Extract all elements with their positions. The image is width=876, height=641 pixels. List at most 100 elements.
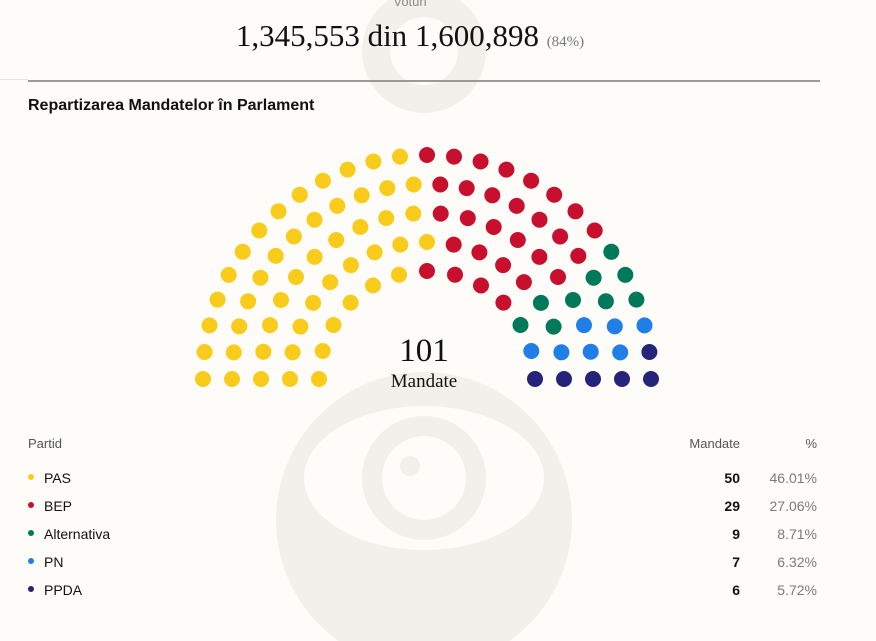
seat-bep xyxy=(432,205,449,222)
seat-pas xyxy=(366,244,383,261)
seat-bep xyxy=(495,257,512,274)
seat-pas xyxy=(291,186,308,203)
party-seats: 29 xyxy=(724,498,740,514)
seat-alternativa xyxy=(597,293,614,310)
seat-pn xyxy=(636,317,653,334)
seat-alternativa xyxy=(628,291,645,308)
seat-alternativa xyxy=(603,243,620,260)
party-percent: 5.72% xyxy=(777,582,817,598)
seat-pas xyxy=(405,205,422,222)
party-name: BEP xyxy=(44,498,73,514)
votes-percent: (84%) xyxy=(546,34,585,50)
votes-label: Voturi xyxy=(393,0,427,9)
seat-pas xyxy=(282,371,298,387)
seat-ppda xyxy=(643,371,659,387)
seat-pas xyxy=(352,219,369,235)
votes-summary: 1,345,553 din 1,600,898 (84%) xyxy=(0,18,820,54)
section-title: Repartizarea Mandatelor în Parlament xyxy=(28,97,315,114)
seat-pas xyxy=(273,292,289,308)
seat-bep xyxy=(498,161,515,178)
seat-bep xyxy=(550,269,566,285)
seat-pas xyxy=(419,234,435,250)
votes-total: 1,600,898 xyxy=(414,18,539,53)
seat-pas xyxy=(255,343,272,360)
seat-bep xyxy=(471,244,488,261)
seat-pas xyxy=(391,266,407,283)
seat-pas xyxy=(288,269,304,285)
seat-bep xyxy=(531,211,548,228)
party-percent: 8.71% xyxy=(777,526,817,542)
party-color-dot xyxy=(28,502,34,508)
seat-pas xyxy=(339,161,356,178)
seat-pas xyxy=(224,371,240,387)
seat-bep xyxy=(552,228,569,245)
party-seats: 7 xyxy=(732,554,740,570)
seat-bep xyxy=(508,197,525,214)
seat-pas xyxy=(306,211,323,228)
column-header-percent: % xyxy=(805,436,817,451)
votes-connector: din xyxy=(367,18,408,53)
party-name: PAS xyxy=(44,470,71,486)
seat-ppda xyxy=(527,371,543,387)
seat-alternativa xyxy=(532,294,549,311)
seat-bep xyxy=(459,210,476,227)
seat-bep xyxy=(432,176,449,193)
party-color-dot xyxy=(28,530,34,536)
seat-pas xyxy=(311,371,327,387)
seat-pas xyxy=(267,247,284,264)
column-header-party: Partid xyxy=(28,436,62,451)
seat-pas xyxy=(251,222,268,239)
seat-pas xyxy=(378,210,395,227)
total-seats: 101 xyxy=(399,333,449,369)
seat-pas xyxy=(328,232,345,248)
seat-pas xyxy=(405,176,422,193)
seat-pas xyxy=(252,269,269,286)
seat-pas xyxy=(306,248,323,265)
divider-faint xyxy=(0,79,28,80)
seat-pas xyxy=(292,318,309,335)
seat-pas xyxy=(353,187,370,204)
seat-pas xyxy=(342,294,359,311)
seat-alternativa xyxy=(512,317,529,333)
seat-bep xyxy=(447,266,463,283)
seat-pas xyxy=(220,266,237,283)
seat-pas xyxy=(234,243,251,260)
seat-bep xyxy=(419,263,435,279)
party-color-dot xyxy=(28,586,34,592)
party-name: PN xyxy=(44,554,64,570)
seat-pas xyxy=(284,344,301,361)
seat-ppda xyxy=(585,371,601,387)
divider xyxy=(28,80,820,82)
party-row: PAS 50 46.01% xyxy=(0,464,876,492)
party-name: Alternativa xyxy=(44,526,111,542)
party-row: PPDA 6 5.72% xyxy=(0,576,876,604)
party-row: Alternativa 9 8.71% xyxy=(0,520,876,548)
seat-ppda xyxy=(614,371,630,387)
seat-pas xyxy=(365,277,381,294)
party-name: PPDA xyxy=(44,582,83,598)
seat-pas xyxy=(240,293,257,310)
seat-bep xyxy=(473,277,489,294)
seat-pn xyxy=(553,344,570,361)
party-percent: 6.32% xyxy=(777,554,817,570)
seat-bep xyxy=(546,186,563,203)
seat-pas xyxy=(314,343,331,359)
seat-bep xyxy=(570,247,587,264)
seat-alternativa xyxy=(565,292,581,308)
seat-pn xyxy=(582,343,599,360)
seat-pas xyxy=(209,291,226,308)
seat-pas xyxy=(342,257,359,274)
seat-pn xyxy=(576,317,592,334)
seat-pn xyxy=(612,344,629,361)
seat-pas xyxy=(325,317,342,333)
seat-ppda xyxy=(641,344,658,360)
votes-counted: 1,345,553 xyxy=(235,18,360,53)
seat-bep xyxy=(567,203,584,220)
seat-bep xyxy=(446,148,462,165)
seat-pas xyxy=(392,236,409,253)
seat-bep xyxy=(523,172,540,189)
seat-bep xyxy=(586,222,603,239)
seat-pas xyxy=(392,148,408,165)
party-row: PN 7 6.32% xyxy=(0,548,876,576)
seat-alternativa xyxy=(585,269,602,286)
